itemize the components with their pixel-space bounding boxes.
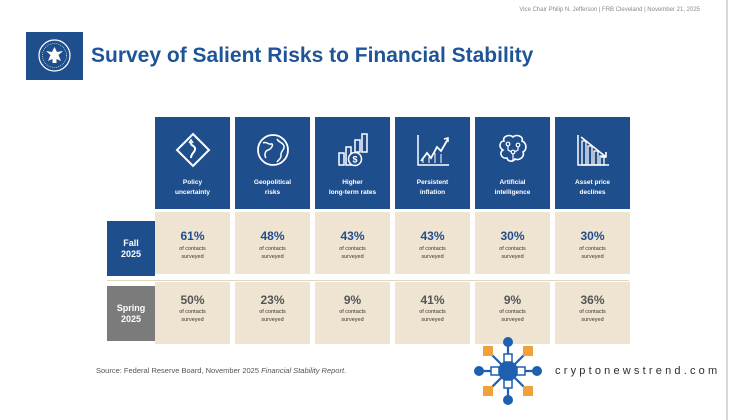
caption-line: of contacts xyxy=(339,309,366,315)
caption-line: surveyed xyxy=(261,317,284,323)
cell-caption: of contacts surveyed xyxy=(475,245,550,261)
caption-line: surveyed xyxy=(261,254,284,260)
row-label-spring-2025: Spring 2025 xyxy=(107,286,155,341)
cell-spring-persistent-inflation: 41% of contacts surveyed xyxy=(395,282,470,344)
caption-line: surveyed xyxy=(581,317,604,323)
cell-spring-asset-price-declines: 36% of contacts surveyed xyxy=(555,282,630,344)
cell-caption: of contacts surveyed xyxy=(155,245,230,261)
cell-caption: of contacts surveyed xyxy=(395,245,470,261)
caption-line: surveyed xyxy=(341,317,364,323)
caption-line: surveyed xyxy=(501,254,524,260)
network-hub-icon xyxy=(474,337,542,405)
caption-line: surveyed xyxy=(181,317,204,323)
source-text: Source: Federal Reserve Board, November … xyxy=(96,366,262,375)
header-meta: Vice Chair Philip N. Jefferson | FRB Cle… xyxy=(519,7,700,13)
percentage-value: 30% xyxy=(580,229,605,243)
cell-caption: of contacts surveyed xyxy=(235,308,310,324)
caption-line: of contacts xyxy=(179,246,206,252)
cell-caption: of contacts surveyed xyxy=(475,308,550,324)
caption-line: of contacts xyxy=(259,246,286,252)
slide-edge xyxy=(726,0,728,420)
watermark-text: cryptonewstrend.com xyxy=(555,365,721,377)
percentage-value: 23% xyxy=(260,293,285,307)
column-header-higher-long-term-rates: $ Higher long-term rates xyxy=(315,117,390,209)
column-label: Asset price declines xyxy=(574,179,611,196)
percentage-value: 43% xyxy=(420,229,445,243)
column-label: Policy uncertainty xyxy=(174,179,211,196)
column-label: Higher long-term rates xyxy=(328,179,377,196)
column-header-persistent-inflation: Persistent inflation xyxy=(395,117,470,209)
percentage-value: 61% xyxy=(180,229,205,243)
column-header-asset-price-declines: Asset price declines xyxy=(555,117,630,209)
column-header-policy-uncertainty: Policy uncertainty xyxy=(155,117,230,209)
cell-fall-policy-uncertainty: 61% of contacts surveyed xyxy=(155,212,230,274)
cell-caption: of contacts surveyed xyxy=(315,245,390,261)
caption-line: surveyed xyxy=(181,254,204,260)
caption-line: of contacts xyxy=(579,246,606,252)
brain-circuit-icon xyxy=(499,134,527,162)
cell-fall-artificial-intelligence: 30% of contacts surveyed xyxy=(475,212,550,274)
percentage-value: 43% xyxy=(340,229,365,243)
caption-line: surveyed xyxy=(341,254,364,260)
page-title: Survey of Salient Risks to Financial Sta… xyxy=(91,44,534,67)
source-suffix: . xyxy=(344,366,347,375)
column-label: Persistent inflation xyxy=(416,179,449,196)
caption-line: of contacts xyxy=(419,246,446,252)
caption-line: of contacts xyxy=(499,246,526,252)
falling-bars-icon xyxy=(577,135,609,166)
percentage-value: 30% xyxy=(500,229,525,243)
caption-line: of contacts xyxy=(499,309,526,315)
cell-spring-artificial-intelligence: 9% of contacts surveyed xyxy=(475,282,550,344)
caption-line: of contacts xyxy=(179,309,206,315)
svg-text:$: $ xyxy=(352,155,357,165)
caption-line: surveyed xyxy=(581,254,604,260)
eagle-seal-icon xyxy=(38,39,71,72)
rising-line-chart-icon xyxy=(417,135,449,166)
caption-line: of contacts xyxy=(259,309,286,315)
cell-caption: of contacts surveyed xyxy=(315,308,390,324)
caption-line: surveyed xyxy=(501,317,524,323)
column-header-geopolitical-risks: Geopolitical risks xyxy=(235,117,310,209)
percentage-value: 41% xyxy=(420,293,445,307)
source-note: Source: Federal Reserve Board, November … xyxy=(96,366,346,375)
percentage-value: 9% xyxy=(503,293,522,307)
cell-fall-persistent-inflation: 43% of contacts surveyed xyxy=(395,212,470,274)
percentage-value: 48% xyxy=(260,229,285,243)
caption-line: of contacts xyxy=(339,246,366,252)
cell-caption: of contacts surveyed xyxy=(155,308,230,324)
column-label: Geopolitical risks xyxy=(253,179,292,196)
cell-caption: of contacts surveyed xyxy=(395,308,470,324)
rising-bars-dollar-icon: $ xyxy=(338,133,368,167)
caption-line: surveyed xyxy=(421,317,444,323)
caption-line: of contacts xyxy=(419,309,446,315)
cell-caption: of contacts surveyed xyxy=(235,245,310,261)
caption-line: of contacts xyxy=(579,309,606,315)
cell-caption: of contacts surveyed xyxy=(555,308,630,324)
percentage-value: 36% xyxy=(580,293,605,307)
percentage-value: 9% xyxy=(343,293,362,307)
cell-spring-policy-uncertainty: 50% of contacts surveyed xyxy=(155,282,230,344)
source-report-title: Financial Stability Report xyxy=(261,366,345,375)
cell-spring-higher-long-term-rates: 9% of contacts surveyed xyxy=(315,282,390,344)
cell-caption: of contacts surveyed xyxy=(555,245,630,261)
caption-line: surveyed xyxy=(421,254,444,260)
column-header-artificial-intelligence: Artificial intelligence xyxy=(475,117,550,209)
cell-fall-asset-price-declines: 30% of contacts surveyed xyxy=(555,212,630,274)
cell-fall-higher-long-term-rates: 43% of contacts surveyed xyxy=(315,212,390,274)
globe-icon xyxy=(257,134,289,166)
cell-spring-geopolitical-risks: 23% of contacts surveyed xyxy=(235,282,310,344)
row-label-fall-2025: Fall 2025 xyxy=(107,221,155,276)
column-label: Artificial intelligence xyxy=(494,179,531,196)
percentage-value: 50% xyxy=(180,293,205,307)
road-sign-icon xyxy=(175,132,211,168)
federal-reserve-seal xyxy=(26,32,83,80)
cell-fall-geopolitical-risks: 48% of contacts surveyed xyxy=(235,212,310,274)
row-divider xyxy=(107,280,629,281)
